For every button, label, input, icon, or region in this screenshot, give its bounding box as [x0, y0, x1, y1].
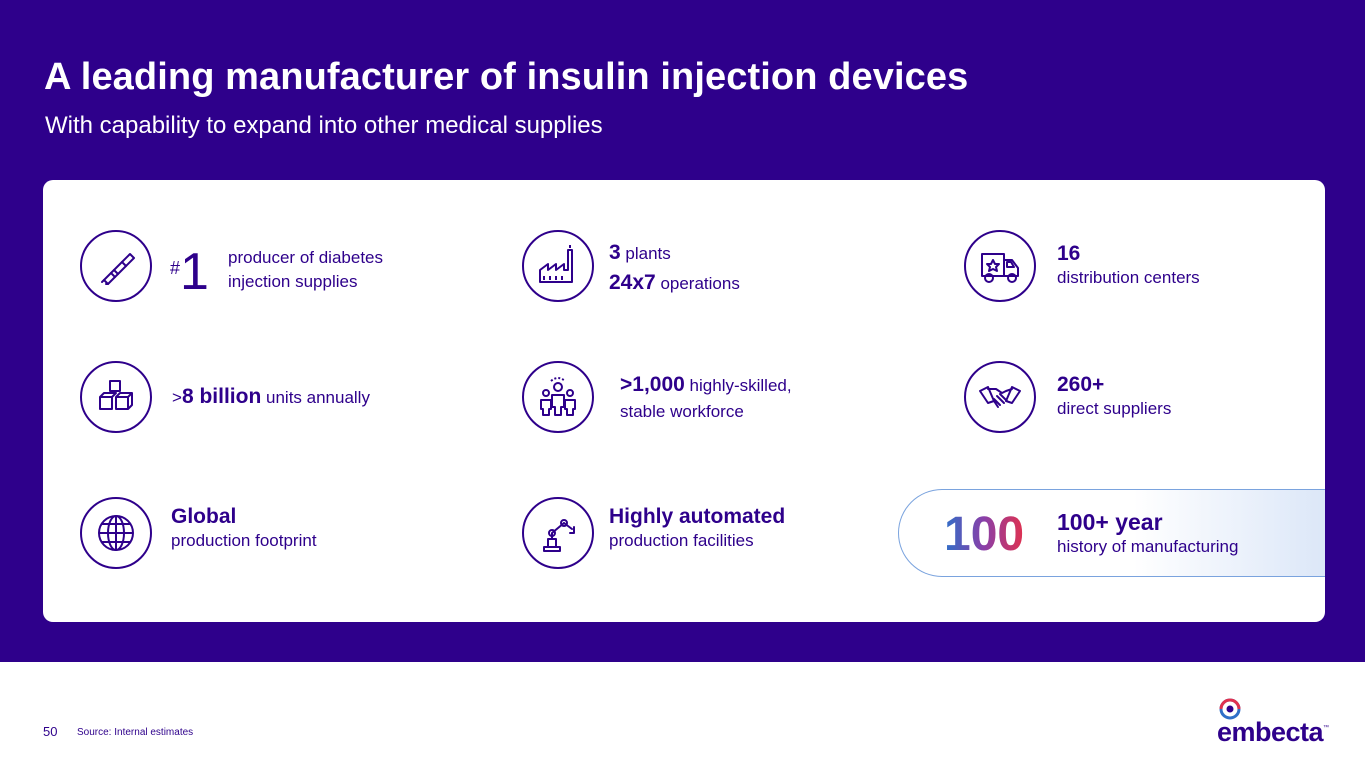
workforce-label: highly-skilled,	[684, 376, 792, 395]
rank-prefix: #	[170, 258, 181, 278]
units-value: 8 billion	[181, 385, 262, 408]
automated-value: Highly automated	[609, 505, 786, 528]
history-highlight	[898, 489, 1325, 577]
suppliers-value: 260+	[1057, 373, 1105, 396]
rank-line2: injection supplies	[228, 272, 358, 291]
plants-line2: 24x7 operations	[609, 271, 740, 296]
operations-value: 24x7	[609, 271, 656, 294]
insulin-pen-icon	[80, 230, 152, 302]
workforce-icon	[522, 361, 594, 433]
workforce-line2: stable workforce	[620, 402, 744, 421]
history-label: history of manufacturing	[1057, 537, 1239, 556]
handshake-icon	[964, 361, 1036, 433]
global-value: Global	[171, 505, 237, 528]
rank-stat: # 1	[170, 246, 221, 298]
plants-line1: 3 plants	[609, 241, 671, 266]
global-label: production footprint	[171, 531, 317, 550]
hundred-year-badge: 100	[944, 509, 1024, 557]
page-title: A leading manufacturer of insulin inject…	[44, 56, 969, 98]
history-badge-text: 100	[944, 509, 1024, 557]
history-value: 100+ year	[1057, 509, 1163, 535]
workforce-value: >1,000	[620, 373, 685, 396]
delivery-truck-icon	[964, 230, 1036, 302]
distribution-value: 16	[1057, 242, 1081, 265]
operations-label: operations	[655, 274, 740, 293]
plants-value: 3	[609, 241, 621, 264]
source-note: Source: Internal estimates	[77, 727, 194, 738]
automated-label: production facilities	[609, 531, 754, 550]
boxes-icon	[80, 361, 152, 433]
page-subtitle: With capability to expand into other med…	[45, 112, 603, 139]
page-number: 50	[43, 724, 58, 739]
workforce-line1: >1,000 highly-skilled,	[620, 373, 792, 398]
trademark-mark: ™	[1323, 725, 1329, 731]
rank-line1: producer of diabetes	[228, 248, 383, 267]
globe-icon	[80, 497, 152, 569]
factory-icon	[522, 230, 594, 302]
rank-number: 1	[180, 243, 209, 301]
units-suffix: units annually	[261, 388, 370, 407]
distribution-label: distribution centers	[1057, 268, 1200, 287]
units-prefix: >	[172, 388, 182, 407]
embecta-logo-icon	[1219, 698, 1241, 720]
robot-arm-icon	[522, 497, 594, 569]
brand-name: embecta	[1217, 717, 1324, 747]
plants-label: plants	[620, 244, 671, 263]
units-stat: >8 billion units annually	[172, 385, 370, 410]
suppliers-label: direct suppliers	[1057, 399, 1172, 418]
